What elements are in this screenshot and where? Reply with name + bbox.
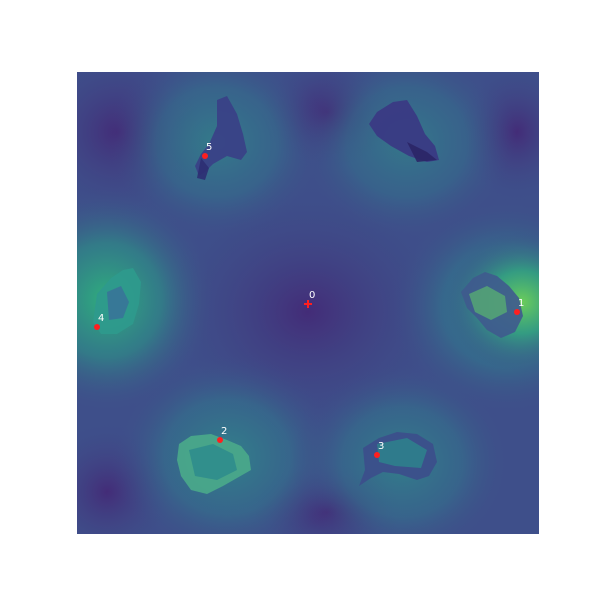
dot-marker-icon xyxy=(217,437,223,443)
point-label: 0 xyxy=(309,290,316,301)
heatmap-image: 0 1 2 3 4 5 xyxy=(77,72,539,534)
point-label: 2 xyxy=(221,426,228,437)
point-label: 1 xyxy=(518,298,525,309)
dot-marker-icon xyxy=(514,309,520,315)
dot-marker-icon xyxy=(374,452,380,458)
heatmap-field xyxy=(77,72,539,534)
dot-marker-icon xyxy=(94,324,100,330)
point-label: 5 xyxy=(206,142,213,153)
cross-marker-icon xyxy=(304,300,312,308)
dot-marker-icon xyxy=(202,153,208,159)
point-label: 4 xyxy=(98,313,105,324)
point-label: 3 xyxy=(378,441,385,452)
